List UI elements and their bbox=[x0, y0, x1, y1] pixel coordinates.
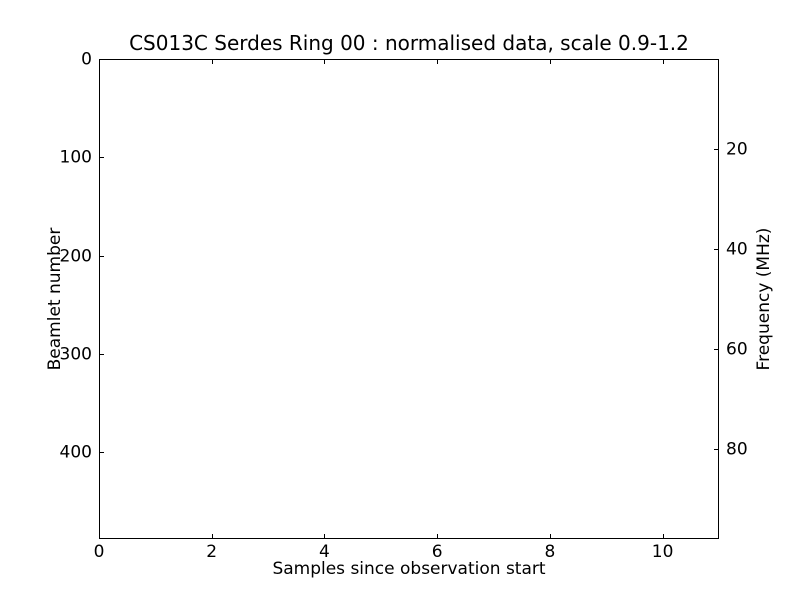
y-tick-label-left: 400 bbox=[59, 442, 92, 463]
y-tick-label-left: 300 bbox=[59, 344, 92, 365]
y-tick-mark-left bbox=[100, 157, 104, 159]
x-tick-mark-top bbox=[211, 60, 213, 64]
y-tick-label-right: 20 bbox=[726, 139, 748, 160]
y-tick-label-right: 40 bbox=[726, 239, 748, 260]
y-tick-label-left: 0 bbox=[81, 49, 92, 70]
x-tick-label: 0 bbox=[93, 542, 105, 562]
y-tick-label-right: 80 bbox=[726, 439, 748, 460]
x-tick-mark-bottom bbox=[324, 534, 326, 538]
x-tick-mark-top bbox=[324, 60, 326, 64]
y-tick-mark-left bbox=[100, 354, 104, 356]
y-tick-mark-right bbox=[714, 149, 718, 150]
y-tick-mark-left bbox=[100, 59, 104, 60]
x-tick-mark-bottom bbox=[211, 534, 213, 538]
x-tick-label: 10 bbox=[651, 542, 674, 562]
y-tick-label-right: 60 bbox=[726, 339, 748, 360]
y-tick-mark-right bbox=[714, 449, 718, 450]
x-tick-mark-top bbox=[549, 60, 551, 64]
y-tick-mark-left bbox=[100, 255, 104, 257]
plot-area bbox=[99, 59, 719, 539]
x-axis-label: Samples since observation start bbox=[272, 559, 546, 579]
x-tick-mark-top bbox=[437, 60, 439, 64]
x-tick-mark-bottom bbox=[662, 534, 664, 538]
y-axis-label-right: Frequency (MHz) bbox=[754, 227, 774, 371]
x-tick-mark-top bbox=[662, 60, 664, 64]
x-tick-mark-bottom bbox=[437, 534, 439, 538]
y-tick-mark-right bbox=[714, 349, 718, 350]
y-tick-label-left: 200 bbox=[59, 246, 92, 267]
y-tick-label-left: 100 bbox=[59, 147, 92, 168]
x-tick-label: 2 bbox=[206, 542, 218, 562]
plot-title: CS013C Serdes Ring 00 : normalised data,… bbox=[129, 31, 689, 55]
x-tick-mark-bottom bbox=[99, 534, 100, 538]
x-tick-mark-top bbox=[99, 60, 100, 64]
y-tick-mark-left bbox=[100, 452, 104, 454]
x-tick-mark-bottom bbox=[549, 534, 551, 538]
x-tick-label: 6 bbox=[431, 542, 443, 562]
y-tick-mark-right bbox=[714, 249, 718, 250]
x-tick-label: 4 bbox=[319, 542, 330, 562]
x-tick-label: 8 bbox=[544, 542, 556, 562]
